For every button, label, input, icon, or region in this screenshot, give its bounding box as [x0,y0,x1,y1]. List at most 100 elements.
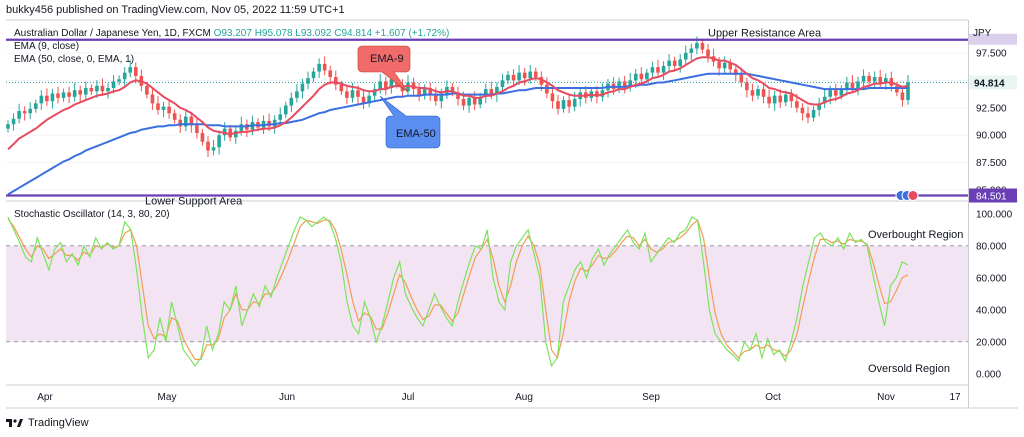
footer-brand: TradingView [6,417,89,429]
candle-body [161,106,166,110]
candle-body [72,90,77,97]
tradingview-logo-icon [6,419,23,427]
candle-body [45,95,49,102]
candle-body [678,59,683,67]
candle-body [239,124,244,131]
candle-body [517,72,521,81]
candle-body [650,67,655,73]
candle-body [617,81,621,90]
price-tick-label: 87.500 [976,158,1007,169]
candle-body [128,67,133,73]
month-tick-label: Jul [402,392,415,403]
candle-body [511,74,516,81]
candle-body [622,81,627,87]
stoch-k-line [7,216,909,368]
candle-body [450,86,455,93]
candle-body [217,135,221,148]
month-tick-label: Sep [642,392,660,403]
candle-body [122,72,127,80]
candle-body [506,74,510,81]
candle-body [728,62,733,70]
candle-body [856,81,860,89]
currency-label: JPY [973,28,992,39]
overbought-label: Overbought Region [868,229,963,241]
candle-body [867,75,871,82]
candle-body [39,95,44,104]
candle-body [56,93,60,98]
candle-body [483,89,488,97]
candle-body [845,82,849,90]
candle-body [445,86,449,94]
candle-body [800,107,805,114]
price-tick-label: 97.500 [976,48,1007,59]
candle-body [183,116,188,127]
legend-symbol-line: Australian Dollar / Japanese Yen, 1D, FX… [14,28,449,39]
candle-body [767,96,771,104]
candle-body [467,97,471,106]
stoch-tick-label: 20.000 [976,337,1007,348]
candle-body [156,103,160,110]
stoch-tick-label: 40.000 [976,305,1007,316]
legend-ohlc: O93.207 H95.078 L93.092 C94.814 +1.607 (… [213,28,450,39]
candle-body [895,85,899,93]
candle-body [111,81,116,89]
stoch-tick-label: 60.000 [976,273,1007,284]
candle-body [345,91,349,98]
candle-body [378,81,383,90]
candle-body [145,85,149,95]
candle-body [167,106,171,114]
candle-body [33,103,38,109]
candle-body [645,72,649,80]
candle-body [500,80,505,87]
candle-body [295,91,299,98]
candle-body [372,89,377,96]
candle-body [406,82,410,92]
month-tick-label: Oct [765,392,781,403]
candle-body [695,43,699,49]
candle-body [67,92,71,97]
candle-body [545,84,549,94]
candle-body [422,88,427,96]
candle-body [478,96,483,105]
candle-body [106,88,110,92]
candle-body [89,88,94,92]
candle-body [561,100,566,109]
candle-body [383,81,388,89]
candle-body [739,74,744,83]
candle-body [206,141,210,151]
candle-body [367,95,371,104]
candle-body [722,62,727,69]
legend-ema50: EMA (50, close, 0, EMA, 1) [14,54,135,65]
candle-body [750,90,755,96]
month-tick-label: May [158,392,177,403]
candle-body [861,75,866,82]
ema50-callout-bubble [379,95,441,149]
candle-body [872,77,877,82]
candle-body [600,90,605,97]
marker-icon [907,190,919,202]
candle-body [783,94,788,103]
candle-body [83,88,88,95]
price-tick-label: 90.000 [976,131,1007,142]
candle-body [222,128,227,136]
candle-body [211,147,216,151]
ema50-callout-text: EMA-50 [396,128,436,140]
current-price-tag [969,75,1017,90]
candle-body [61,92,66,98]
publish-info: bukky456 published on TradingView.com, N… [6,4,345,16]
candle-body [272,119,277,127]
stoch-d-line [7,218,909,360]
candle-body [628,80,633,87]
candle-body [389,79,394,89]
upper-resistance-label: Upper Resistance Area [708,28,822,40]
lower-support-label: Lower Support Area [145,196,243,208]
candle-body [117,79,121,82]
stoch-tick-label: 0.000 [976,369,1001,380]
resistance-price-tag [969,33,1017,45]
candle-body [283,105,288,115]
candle-body [833,90,838,96]
candle-body [633,73,638,81]
candle-body [795,101,799,108]
price-tick-label: 92.500 [976,103,1007,114]
candle-body [906,82,910,101]
